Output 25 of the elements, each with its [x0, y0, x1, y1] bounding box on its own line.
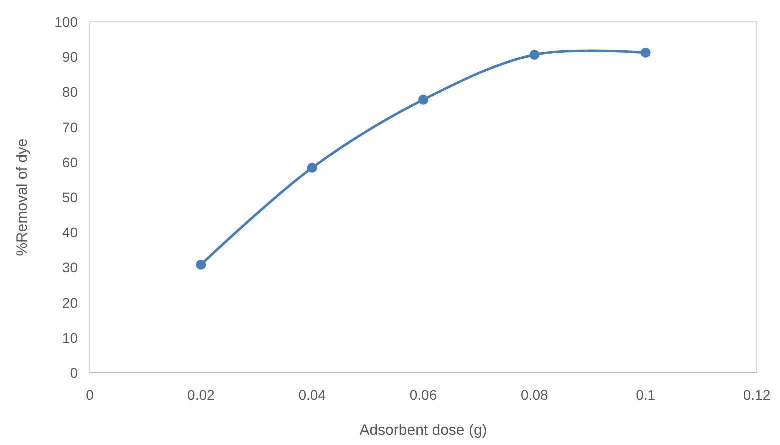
point — [530, 50, 540, 60]
point — [307, 163, 318, 174]
point — [196, 260, 206, 270]
point — [418, 94, 428, 105]
y-tick-label: 60 — [62, 154, 78, 170]
point — [640, 48, 651, 58]
x-tick-label: 0.12 — [743, 387, 771, 403]
y-tick-label: 90 — [62, 49, 78, 66]
x-tick-label: 0 — [86, 387, 94, 403]
x-tick-label: 0.02 — [188, 387, 216, 403]
y-tick-label: 80 — [62, 84, 78, 100]
y-tick-label: 30 — [62, 260, 78, 276]
x-axis-title: Adsorbent dose (g) — [360, 422, 488, 439]
y-tick-label: 40 — [62, 224, 78, 241]
y-tick-label: 50 — [62, 190, 78, 206]
y-tick-label: 20 — [62, 294, 78, 311]
y-tick-label: 70 — [62, 119, 78, 136]
y-tick-label: 10 — [62, 330, 78, 346]
x-tick-label: 0.1 — [636, 387, 656, 403]
x-tick-label: 0.04 — [298, 387, 326, 403]
y-tick-label: 100 — [54, 14, 78, 30]
y-axis-title: %Removal of dye — [14, 138, 31, 256]
y-tick-label: 0 — [70, 365, 78, 381]
x-tick-label: 0.08 — [521, 387, 549, 403]
x-tick-label: 0.06 — [410, 387, 438, 403]
